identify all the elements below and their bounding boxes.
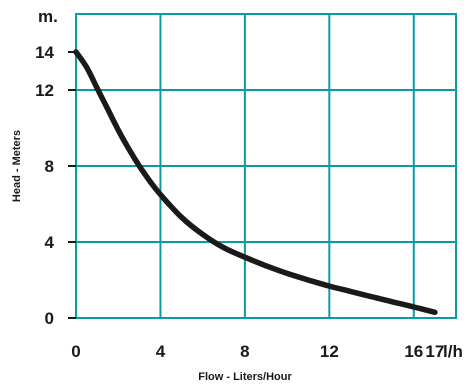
y-tick-label: 4: [45, 233, 55, 252]
tick-layer: 0 4 8 12 14 0 4 8 12 16 17: [35, 43, 444, 361]
x-axis-label: Flow - Liters/Hour: [198, 371, 292, 383]
x-unit-label: l/h: [443, 342, 463, 361]
x-tick-label: 4: [156, 342, 166, 361]
series-line: [73, 49, 438, 316]
y-axis-label: Head - Meters: [11, 130, 23, 202]
series-layer: [73, 49, 438, 316]
y-tick-label: 8: [45, 157, 54, 176]
x-tick-label: 0: [71, 342, 80, 361]
x-tick-label: 16: [404, 342, 423, 361]
grid-layer: [75, 13, 457, 319]
y-tick-label: 12: [35, 81, 54, 100]
x-tick-label: 8: [240, 342, 249, 361]
y-tick-label: 0: [45, 309, 54, 328]
y-tick-label: 14: [35, 43, 54, 62]
x-tick-label: 17: [425, 342, 444, 361]
x-tick-label: 12: [320, 342, 339, 361]
y-unit-label: m.: [38, 7, 58, 26]
